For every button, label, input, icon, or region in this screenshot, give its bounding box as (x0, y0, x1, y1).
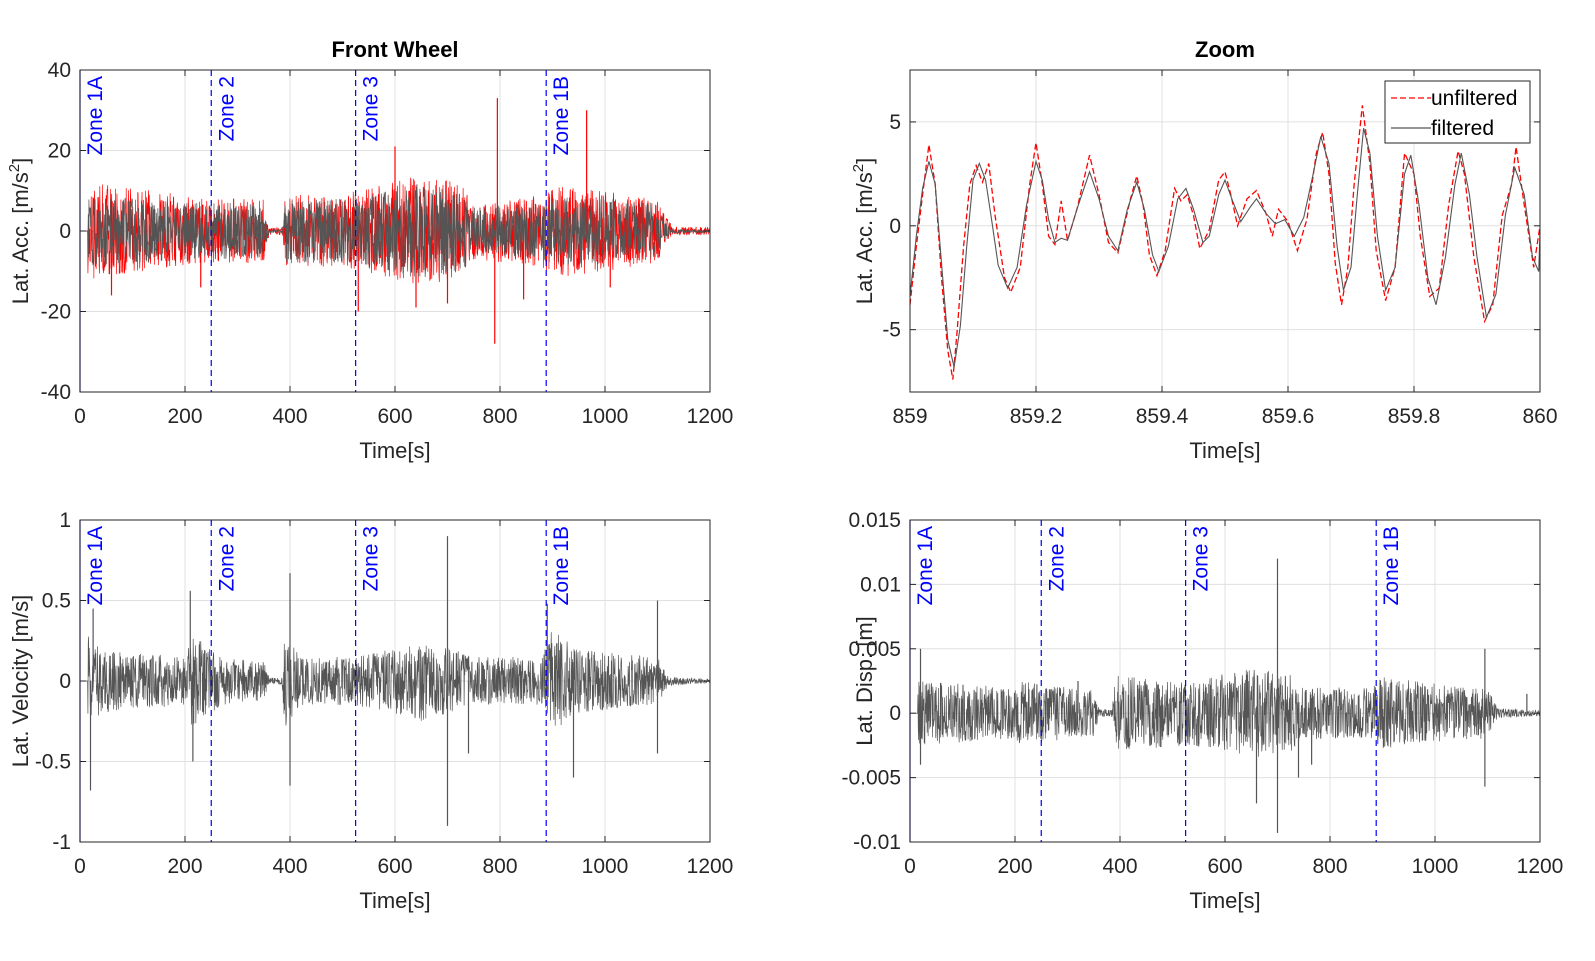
x-tick-label: 859.4 (1136, 405, 1189, 428)
x-tick-label: 0 (74, 855, 86, 878)
zone-label: Zone 3 (360, 526, 383, 591)
y-tick-label: 0 (59, 670, 71, 693)
zone-label: Zone 1A (84, 526, 107, 605)
chart-title: Front Wheel (331, 37, 458, 62)
y-tick-label: -0.005 (841, 767, 901, 790)
y-axis-label-rest: ] (852, 158, 877, 164)
y-tick-label: 0 (59, 220, 71, 243)
x-axis-label: Time[s] (1189, 888, 1260, 913)
zone-label: Zone 3 (360, 76, 383, 141)
x-axis-label: Time[s] (359, 438, 430, 463)
y-axis-label: Lat. Acc. [m/s2] (6, 158, 33, 305)
y-tick-label: 5 (889, 111, 901, 134)
zone-label: Zone 1A (84, 76, 107, 155)
chart-title: Zoom (1195, 37, 1255, 62)
y-tick-label: -1 (52, 831, 71, 854)
legend-label-filtered: filtered (1431, 117, 1494, 140)
x-tick-label: 400 (1102, 855, 1137, 878)
y-tick-label: -5 (882, 319, 901, 342)
y-tick-label: 0 (889, 702, 901, 725)
zone-label: Zone 1B (1380, 526, 1403, 605)
x-tick-label: 0 (904, 855, 916, 878)
y-tick-label: -20 (41, 301, 71, 324)
panel-front-wheel-acc: Zone 1A Zone 2 Zone 3 Zone 1B0 200 400 600 800 1… (6, 37, 733, 463)
x-tick-label: 800 (482, 855, 517, 878)
x-tick-label: 800 (482, 405, 517, 428)
x-tick-label: 1000 (582, 405, 629, 428)
y-tick-label: 20 (48, 140, 71, 163)
x-tick-label: 800 (1312, 855, 1347, 878)
x-tick-label: 1200 (687, 855, 734, 878)
x-tick-label: 600 (377, 405, 412, 428)
y-tick-label: 1 (59, 509, 71, 532)
zone-label: Zone 1A (914, 526, 937, 605)
y-axis-label-main: Lat. Acc. [m/s (8, 172, 33, 304)
y-tick-label: -0.5 (35, 751, 71, 774)
x-tick-label: 1000 (582, 855, 629, 878)
y-tick-label: 40 (48, 59, 71, 82)
x-axis-label: Time[s] (1189, 438, 1260, 463)
x-axis-label: Time[s] (359, 888, 430, 913)
y-axis-label: Lat. Disp. [m] (852, 616, 877, 746)
x-tick-label: 1200 (687, 405, 734, 428)
series-line-filtered (910, 128, 1540, 368)
zone-label: Zone 1B (550, 76, 573, 155)
y-tick-label: -40 (41, 381, 71, 404)
y-axis-label-sup: 2 (6, 164, 23, 172)
x-tick-label: 859.2 (1010, 405, 1063, 428)
panel-lat-velocity: Zone 1A Zone 2 Zone 3 Zone 1B 0 200 400 600 800 1… (8, 509, 733, 913)
data-layer (80, 98, 710, 344)
x-tick-label: 859.6 (1262, 405, 1315, 428)
x-tick-label: 859.8 (1388, 405, 1441, 428)
series-line-unfiltered (910, 105, 1540, 380)
y-axis-label: Lat. Velocity [m/s] (8, 595, 33, 767)
x-tick-label: 1000 (1412, 855, 1459, 878)
x-tick-label: 200 (167, 405, 202, 428)
zone-label: Zone 3 (1190, 526, 1213, 591)
axes-box (909, 69, 1541, 393)
y-axis-label-rest: ] (8, 158, 33, 164)
x-tick-label: 200 (997, 855, 1032, 878)
panel-zoom: 859 859.2 859.4 859.6 859.8 860 -5 0 5 Zoom Time[s… (850, 37, 1558, 463)
x-tick-label: 400 (272, 855, 307, 878)
y-tick-label: 0.5 (42, 590, 71, 613)
y-tick-label: 0 (889, 215, 901, 238)
series-line-filtered (80, 184, 710, 278)
zone-label: Zone 2 (1045, 526, 1068, 591)
y-axis-label-sup: 2 (850, 164, 867, 172)
data-layer (80, 536, 710, 826)
x-tick-label: 600 (1207, 855, 1242, 878)
series-line-filtered (80, 632, 710, 726)
x-tick-label: 859 (892, 405, 927, 428)
zone-label: Zone 2 (215, 526, 238, 591)
x-tick-label: 400 (272, 405, 307, 428)
zone-label: Zone 2 (215, 76, 238, 141)
y-tick-label: 0.005 (848, 638, 901, 661)
x-tick-label: 600 (377, 855, 412, 878)
series-line-filtered (910, 669, 1540, 757)
legend-label-unfiltered: unfiltered (1431, 87, 1517, 110)
y-tick-label: 0.015 (848, 509, 901, 532)
y-tick-label: -0.01 (853, 831, 901, 854)
legend-box (1384, 80, 1531, 144)
data-layer (910, 558, 1540, 833)
y-tick-label: 0.01 (860, 573, 901, 596)
x-tick-label: 860 (1522, 405, 1557, 428)
x-tick-label: 1200 (1517, 855, 1564, 878)
data-layer (910, 105, 1540, 380)
x-tick-label: 0 (74, 405, 86, 428)
panel-lat-disp: Zone 1A Zone 2 Zone 3 Zone 1B 0 200 400 600 800 1… (841, 509, 1563, 913)
y-axis-label: Lat. Acc. [m/s2] (850, 158, 877, 305)
zone-label: Zone 1B (550, 526, 573, 605)
x-tick-label: 200 (167, 855, 202, 878)
y-axis-label-main: Lat. Acc. [m/s (852, 172, 877, 304)
